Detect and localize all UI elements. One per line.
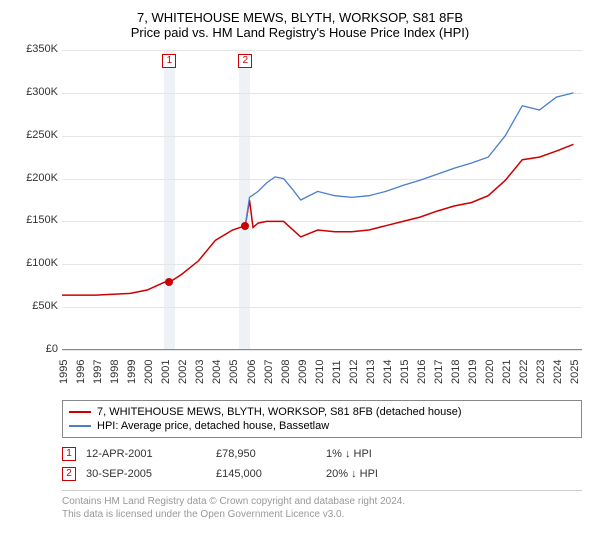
sale-date: 12-APR-2001 xyxy=(86,448,206,460)
attribution-line: This data is licensed under the Open Gov… xyxy=(62,508,582,521)
legend-label: HPI: Average price, detached house, Bass… xyxy=(97,420,329,432)
x-tick-label: 2009 xyxy=(297,360,309,384)
chart-container: { "title": { "line1": "7, WHITEHOUSE MEW… xyxy=(0,0,600,560)
marker-badge: 2 xyxy=(62,467,76,481)
sales-table: 1 12-APR-2001 £78,950 1% ↓ HPI 2 30-SEP-… xyxy=(62,444,582,484)
sale-pct: 20% ↓ HPI xyxy=(326,468,426,480)
sale-marker-box: 1 xyxy=(162,54,176,68)
x-tick-label: 2019 xyxy=(467,360,479,384)
y-tick-label: £0 xyxy=(12,343,58,355)
y-tick-label: £100K xyxy=(12,257,58,269)
y-tick-label: £50K xyxy=(12,300,58,312)
legend-swatch xyxy=(69,425,91,427)
x-tick-label: 2017 xyxy=(433,360,445,384)
legend-item: HPI: Average price, detached house, Bass… xyxy=(69,419,575,433)
y-tick-label: £200K xyxy=(12,172,58,184)
legend-swatch xyxy=(69,411,91,413)
x-tick-label: 2020 xyxy=(484,360,496,384)
x-tick-label: 1998 xyxy=(109,360,121,384)
chart-title: 7, WHITEHOUSE MEWS, BLYTH, WORKSOP, S81 … xyxy=(12,10,588,40)
plot-region: 12 xyxy=(62,50,582,350)
x-tick-label: 2005 xyxy=(228,360,240,384)
x-tick-label: 2001 xyxy=(160,360,172,384)
x-tick-label: 2015 xyxy=(399,360,411,384)
x-tick-label: 2011 xyxy=(331,360,343,384)
table-row: 1 12-APR-2001 £78,950 1% ↓ HPI xyxy=(62,444,582,464)
x-tick-label: 1996 xyxy=(75,360,87,384)
line-series-svg xyxy=(62,50,582,350)
x-tick-label: 2004 xyxy=(211,360,223,384)
table-row: 2 30-SEP-2005 £145,000 20% ↓ HPI xyxy=(62,464,582,484)
x-tick-label: 2024 xyxy=(552,360,564,384)
x-tick-label: 2016 xyxy=(416,360,428,384)
x-tick-label: 2012 xyxy=(348,360,360,384)
x-tick-label: 2006 xyxy=(246,360,258,384)
title-line-2: Price paid vs. HM Land Registry's House … xyxy=(12,25,588,40)
x-tick-label: 2008 xyxy=(280,360,292,384)
x-tick-label: 1999 xyxy=(126,360,138,384)
x-tick-label: 2000 xyxy=(143,360,155,384)
y-tick-label: £250K xyxy=(12,129,58,141)
sale-price: £145,000 xyxy=(216,468,316,480)
sale-price: £78,950 xyxy=(216,448,316,460)
gridline xyxy=(62,350,582,351)
y-tick-label: £350K xyxy=(12,43,58,55)
attribution-line: Contains HM Land Registry data © Crown c… xyxy=(62,495,582,508)
x-tick-label: 2022 xyxy=(518,360,530,384)
legend-item: 7, WHITEHOUSE MEWS, BLYTH, WORKSOP, S81 … xyxy=(69,405,575,419)
x-tick-label: 2014 xyxy=(382,360,394,384)
x-tick-label: 2003 xyxy=(194,360,206,384)
x-tick-label: 2013 xyxy=(365,360,377,384)
sale-date: 30-SEP-2005 xyxy=(86,468,206,480)
x-tick-label: 2023 xyxy=(535,360,547,384)
title-line-1: 7, WHITEHOUSE MEWS, BLYTH, WORKSOP, S81 … xyxy=(12,10,588,25)
legend: 7, WHITEHOUSE MEWS, BLYTH, WORKSOP, S81 … xyxy=(62,400,582,438)
attribution: Contains HM Land Registry data © Crown c… xyxy=(62,490,582,521)
marker-badge: 1 xyxy=(62,447,76,461)
x-tick-label: 2002 xyxy=(177,360,189,384)
y-tick-label: £300K xyxy=(12,86,58,98)
x-tick-label: 2021 xyxy=(501,360,513,384)
sale-marker-box: 2 xyxy=(238,54,252,68)
y-tick-label: £150K xyxy=(12,214,58,226)
sale-marker-dot xyxy=(241,222,249,230)
legend-label: 7, WHITEHOUSE MEWS, BLYTH, WORKSOP, S81 … xyxy=(97,406,462,418)
x-tick-label: 2007 xyxy=(263,360,275,384)
x-tick-label: 1995 xyxy=(58,360,70,384)
x-tick-label: 1997 xyxy=(92,360,104,384)
sale-pct: 1% ↓ HPI xyxy=(326,448,426,460)
chart-area: 12 £0£50K£100K£150K£200K£250K£300K£350K1… xyxy=(12,46,588,396)
series-line-price_paid xyxy=(62,144,574,295)
x-tick-label: 2010 xyxy=(314,360,326,384)
x-tick-label: 2018 xyxy=(450,360,462,384)
x-tick-label: 2025 xyxy=(569,360,581,384)
